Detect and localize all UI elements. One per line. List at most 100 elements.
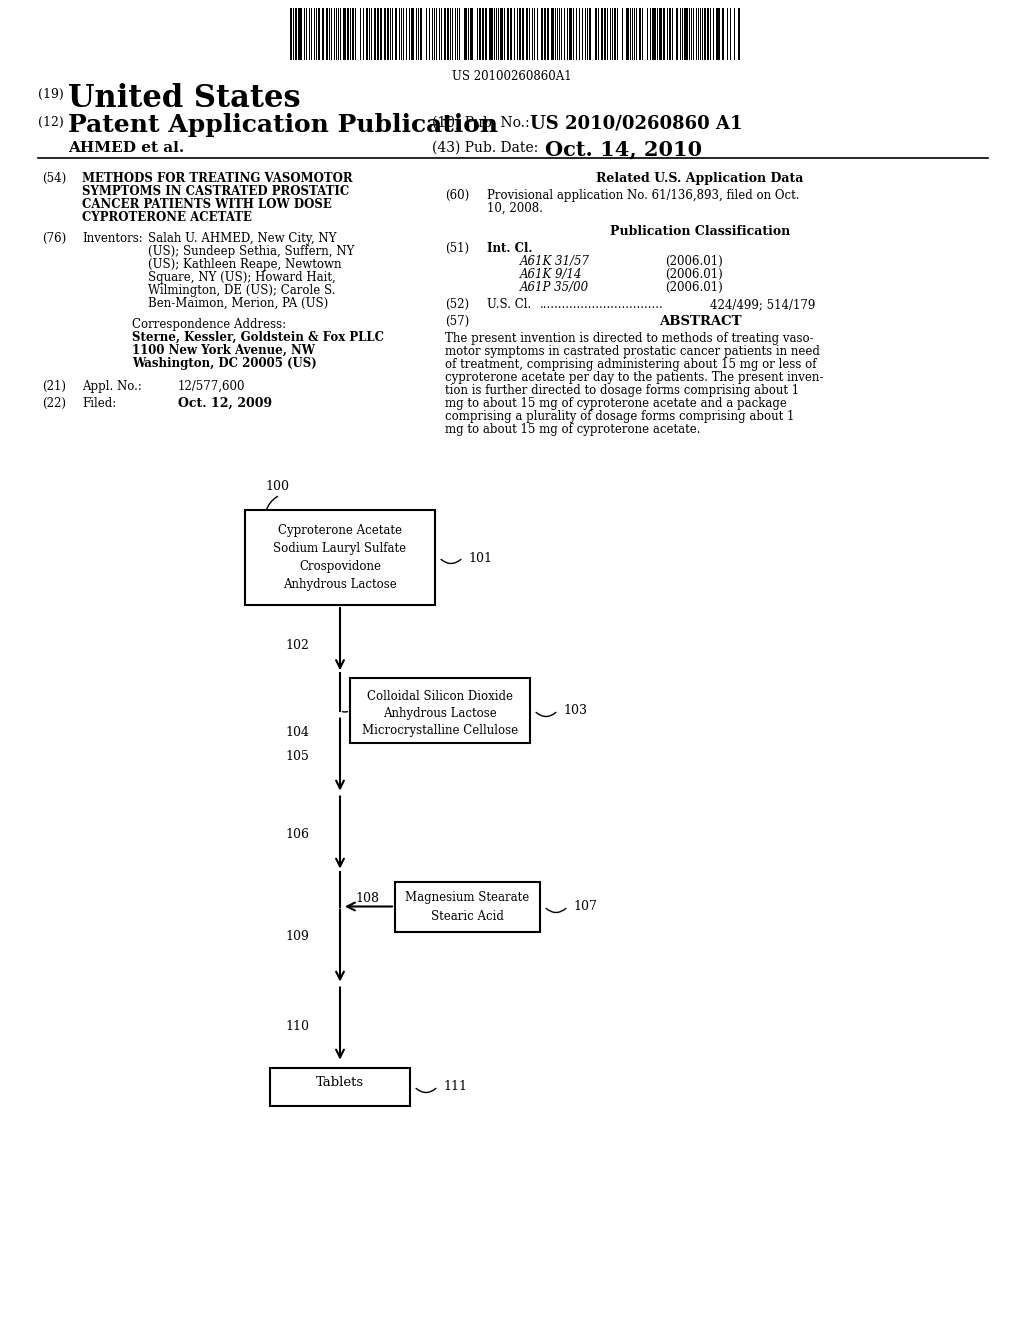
Bar xyxy=(395,8,397,59)
Text: Correspondence Address:: Correspondence Address: xyxy=(132,318,286,331)
Text: CYPROTERONE ACETATE: CYPROTERONE ACETATE xyxy=(82,211,252,224)
Bar xyxy=(290,8,292,59)
Text: Inventors:: Inventors: xyxy=(82,232,142,246)
Bar xyxy=(322,8,324,59)
Bar xyxy=(510,8,512,59)
Text: motor symptoms in castrated prostatic cancer patients in need: motor symptoms in castrated prostatic ca… xyxy=(445,345,820,358)
Text: 102: 102 xyxy=(285,639,309,652)
Text: (22): (22) xyxy=(42,397,66,411)
Bar xyxy=(350,678,530,743)
Text: AHMED et al.: AHMED et al. xyxy=(68,141,184,154)
Text: Washington, DC 20005 (US): Washington, DC 20005 (US) xyxy=(132,356,316,370)
Text: mg to about 15 mg of cyproterone acetate and a package: mg to about 15 mg of cyproterone acetate… xyxy=(445,397,786,411)
Bar xyxy=(626,8,629,59)
Bar xyxy=(676,8,678,59)
Text: of treatment, comprising administering about 15 mg or less of: of treatment, comprising administering a… xyxy=(445,358,816,371)
Bar xyxy=(659,8,662,59)
Bar xyxy=(569,8,572,59)
Text: 110: 110 xyxy=(285,1019,309,1032)
Text: 101: 101 xyxy=(468,552,492,565)
Bar xyxy=(352,8,354,59)
Text: Oct. 12, 2009: Oct. 12, 2009 xyxy=(178,397,272,411)
Bar xyxy=(489,8,493,59)
Bar xyxy=(485,8,487,59)
Text: Anhydrous Lactose: Anhydrous Lactose xyxy=(383,708,497,719)
Text: (10) Pub. No.:: (10) Pub. No.: xyxy=(432,116,529,129)
Bar xyxy=(384,8,386,59)
Text: CANCER PATIENTS WITH LOW DOSE: CANCER PATIENTS WITH LOW DOSE xyxy=(82,198,332,211)
Text: U.S. Cl.: U.S. Cl. xyxy=(487,298,531,312)
Text: A61K 31/57: A61K 31/57 xyxy=(520,255,590,268)
Text: (21): (21) xyxy=(42,380,66,393)
FancyArrowPatch shape xyxy=(265,496,278,512)
Bar xyxy=(547,8,549,59)
Text: US 2010/0260860 A1: US 2010/0260860 A1 xyxy=(530,114,742,132)
Bar xyxy=(684,8,688,59)
Text: 108: 108 xyxy=(355,892,379,906)
Bar xyxy=(707,8,709,59)
Text: (43) Pub. Date:: (43) Pub. Date: xyxy=(432,141,539,154)
Bar xyxy=(526,8,528,59)
Text: (US); Sundeep Sethia, Suffern, NY: (US); Sundeep Sethia, Suffern, NY xyxy=(148,246,354,257)
Text: Wilmington, DE (US); Carole S.: Wilmington, DE (US); Carole S. xyxy=(148,284,336,297)
Text: (2006.01): (2006.01) xyxy=(665,268,723,281)
Text: Patent Application Publication: Patent Application Publication xyxy=(68,114,498,137)
Bar xyxy=(470,8,473,59)
Text: 103: 103 xyxy=(563,705,587,718)
Text: Sodium Lauryl Sulfate: Sodium Lauryl Sulfate xyxy=(273,543,407,554)
Text: A61K 9/14: A61K 9/14 xyxy=(520,268,583,281)
Bar xyxy=(298,8,302,59)
Bar xyxy=(395,882,540,932)
Text: 111: 111 xyxy=(443,1081,467,1093)
Bar xyxy=(705,8,706,59)
Bar xyxy=(601,8,603,59)
Text: 100: 100 xyxy=(265,480,289,492)
Bar xyxy=(374,8,376,59)
Text: Magnesium Stearate: Magnesium Stearate xyxy=(406,891,529,904)
Text: The present invention is directed to methods of treating vaso-: The present invention is directed to met… xyxy=(445,333,814,345)
Text: (19): (19) xyxy=(38,88,63,102)
Bar xyxy=(447,8,449,59)
Bar xyxy=(420,8,422,59)
Bar xyxy=(377,8,379,59)
Bar xyxy=(326,8,328,59)
Text: ABSTRACT: ABSTRACT xyxy=(658,315,741,327)
Text: 104: 104 xyxy=(285,726,309,738)
Text: Filed:: Filed: xyxy=(82,397,117,411)
Text: (57): (57) xyxy=(445,315,469,327)
Bar xyxy=(464,8,467,59)
Bar xyxy=(270,1068,410,1106)
Text: (2006.01): (2006.01) xyxy=(665,281,723,294)
Text: Int. Cl.: Int. Cl. xyxy=(487,242,532,255)
Bar xyxy=(595,8,597,59)
Bar xyxy=(366,8,368,59)
Text: mg to about 15 mg of cyproterone acetate.: mg to about 15 mg of cyproterone acetate… xyxy=(445,422,700,436)
Text: Appl. No.:: Appl. No.: xyxy=(82,380,142,393)
Text: 106: 106 xyxy=(285,829,309,842)
Text: 10, 2008.: 10, 2008. xyxy=(487,202,543,215)
Bar xyxy=(519,8,521,59)
Text: Sterne, Kessler, Goldstein & Fox PLLC: Sterne, Kessler, Goldstein & Fox PLLC xyxy=(132,331,384,345)
Bar xyxy=(295,8,297,59)
Text: comprising a plurality of dosage forms comprising about 1: comprising a plurality of dosage forms c… xyxy=(445,411,795,422)
Bar xyxy=(411,8,414,59)
Bar xyxy=(551,8,554,59)
Text: Related U.S. Application Data: Related U.S. Application Data xyxy=(596,172,804,185)
Bar xyxy=(639,8,641,59)
Text: Publication Classification: Publication Classification xyxy=(610,224,791,238)
Text: 109: 109 xyxy=(285,929,309,942)
Text: SYMPTOMS IN CASTRATED PROSTATIC: SYMPTOMS IN CASTRATED PROSTATIC xyxy=(82,185,349,198)
Text: 105: 105 xyxy=(285,751,309,763)
Text: United States: United States xyxy=(68,83,301,114)
Bar xyxy=(347,8,349,59)
Bar xyxy=(343,8,346,59)
Bar xyxy=(544,8,546,59)
Bar xyxy=(738,8,740,59)
Text: Crospovidone: Crospovidone xyxy=(299,560,381,573)
Text: Ben-Maimon, Merion, PA (US): Ben-Maimon, Merion, PA (US) xyxy=(148,297,329,310)
Bar xyxy=(589,8,591,59)
Text: Provisional application No. 61/136,893, filed on Oct.: Provisional application No. 61/136,893, … xyxy=(487,189,800,202)
Bar xyxy=(716,8,720,59)
Text: cyproterone acetate per day to the patients. The present inven-: cyproterone acetate per day to the patie… xyxy=(445,371,823,384)
Text: (76): (76) xyxy=(42,232,67,246)
